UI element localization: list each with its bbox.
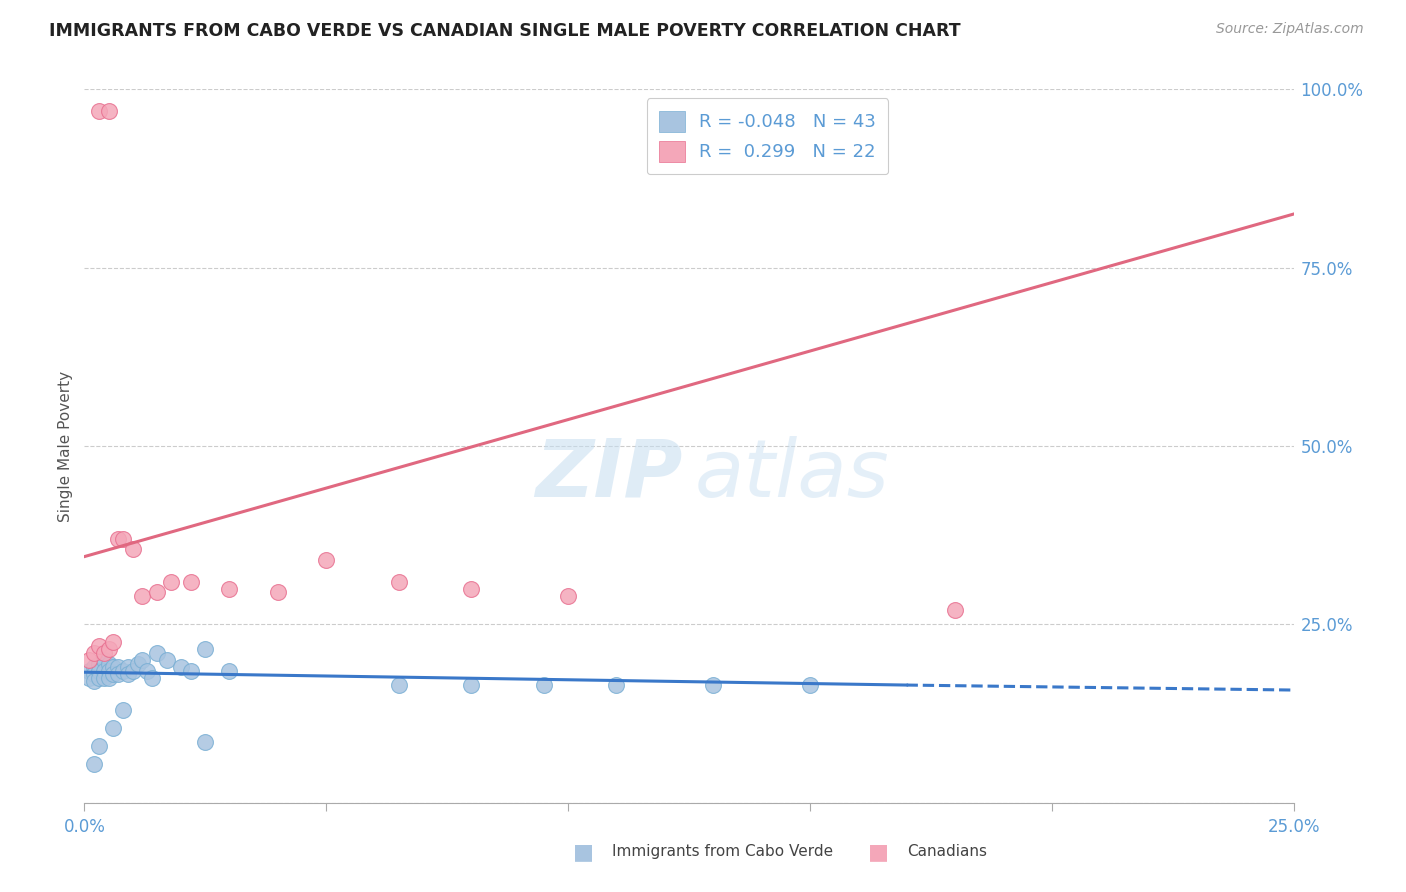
Point xyxy=(943,603,966,617)
Point xyxy=(83,667,105,681)
Legend: R = -0.048   N = 43, R =  0.299   N = 22: R = -0.048 N = 43, R = 0.299 N = 22 xyxy=(647,98,889,174)
Point xyxy=(218,664,240,678)
Point xyxy=(107,667,129,681)
Point xyxy=(83,756,105,771)
Point xyxy=(117,667,139,681)
Point xyxy=(103,721,125,735)
Text: Canadians: Canadians xyxy=(907,845,987,859)
Point xyxy=(155,653,177,667)
Point xyxy=(702,678,724,692)
Point xyxy=(87,739,110,753)
Point xyxy=(93,664,115,678)
Point xyxy=(87,657,110,671)
Point xyxy=(103,660,125,674)
Point xyxy=(131,589,153,603)
Point xyxy=(77,653,100,667)
Point xyxy=(557,589,579,603)
Point xyxy=(87,671,110,685)
Point xyxy=(146,646,169,660)
Point xyxy=(127,657,149,671)
Point xyxy=(460,678,482,692)
Point xyxy=(605,678,627,692)
Text: Immigrants from Cabo Verde: Immigrants from Cabo Verde xyxy=(612,845,832,859)
Point xyxy=(533,678,555,692)
Point xyxy=(77,671,100,685)
Point xyxy=(107,660,129,674)
Point xyxy=(180,574,202,589)
Text: Source: ZipAtlas.com: Source: ZipAtlas.com xyxy=(1216,22,1364,37)
Text: IMMIGRANTS FROM CABO VERDE VS CANADIAN SINGLE MALE POVERTY CORRELATION CHART: IMMIGRANTS FROM CABO VERDE VS CANADIAN S… xyxy=(49,22,960,40)
Point xyxy=(388,678,411,692)
Point xyxy=(146,585,169,599)
Point xyxy=(160,574,183,589)
Point xyxy=(136,664,159,678)
Point xyxy=(83,660,105,674)
Point xyxy=(97,642,120,657)
Point xyxy=(103,667,125,681)
Point xyxy=(83,646,105,660)
Text: ZIP: ZIP xyxy=(536,435,683,514)
Point xyxy=(93,646,115,660)
Point xyxy=(194,735,217,749)
Text: ■: ■ xyxy=(869,842,889,862)
Point xyxy=(97,657,120,671)
Point xyxy=(170,660,193,674)
Point xyxy=(97,103,120,118)
Text: ■: ■ xyxy=(574,842,593,862)
Point xyxy=(267,585,290,599)
Point xyxy=(112,532,135,546)
Point xyxy=(97,671,120,685)
Point xyxy=(93,653,115,667)
Point xyxy=(315,553,337,567)
Point xyxy=(112,703,135,717)
Point xyxy=(121,664,143,678)
Y-axis label: Single Male Poverty: Single Male Poverty xyxy=(58,370,73,522)
Point xyxy=(141,671,163,685)
Point xyxy=(87,639,110,653)
Point xyxy=(180,664,202,678)
Point xyxy=(83,674,105,689)
Point xyxy=(799,678,821,692)
Point xyxy=(87,103,110,118)
Point xyxy=(131,653,153,667)
Point xyxy=(77,664,100,678)
Point xyxy=(97,664,120,678)
Point xyxy=(103,635,125,649)
Point xyxy=(87,664,110,678)
Point xyxy=(218,582,240,596)
Point xyxy=(460,582,482,596)
Point xyxy=(93,671,115,685)
Point xyxy=(121,542,143,557)
Point xyxy=(107,532,129,546)
Point xyxy=(194,642,217,657)
Point xyxy=(112,664,135,678)
Text: atlas: atlas xyxy=(695,435,890,514)
Point xyxy=(117,660,139,674)
Point xyxy=(388,574,411,589)
